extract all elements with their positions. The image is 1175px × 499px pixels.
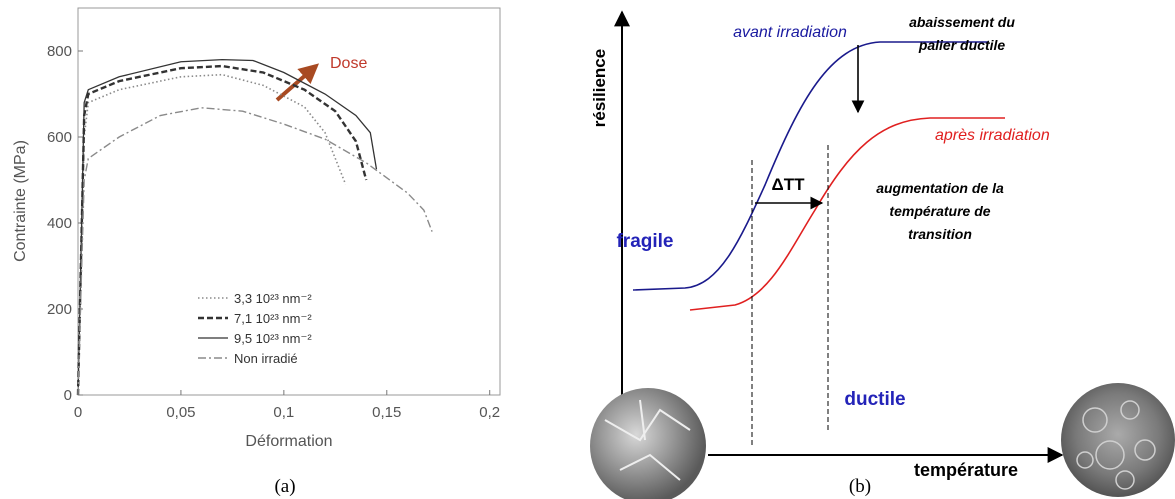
note: température de <box>889 203 990 219</box>
chart-a: Contrainte (MPa) Déformation Dose 0 200 40… <box>12 7 501 450</box>
y-tick-label: 800 <box>47 43 72 60</box>
region-label: ductile <box>844 389 905 410</box>
y-axis-label: Contrainte (MPa) <box>12 140 29 262</box>
fracture-photo <box>590 388 706 499</box>
curve-label: après irradiation <box>935 127 1050 144</box>
legend-label: 7,1 10²³ nm⁻² <box>234 311 312 326</box>
line-series <box>76 64 368 396</box>
dose-arrow <box>275 63 320 102</box>
x-tick-label: 0,2 <box>479 404 500 421</box>
shift-label: ΔTT <box>772 175 806 194</box>
note: palier ductile <box>918 37 1006 53</box>
y-axis-label: résilience <box>590 49 609 127</box>
curve-label: avant irradiation <box>733 24 847 41</box>
y-tick-label: 200 <box>47 301 72 318</box>
fracture-photo <box>1061 383 1175 497</box>
note: transition <box>908 226 972 242</box>
curve-before <box>632 41 988 291</box>
y-tick-label: 600 <box>47 129 72 146</box>
legend-label: 9,5 10²³ nm⁻² <box>234 331 312 346</box>
photo-texture <box>604 399 691 481</box>
photo-texture <box>1076 400 1156 490</box>
line-series <box>77 58 378 396</box>
x-tick-label: 0,1 <box>273 404 294 421</box>
legend-label: Non irradié <box>234 351 298 366</box>
x-tick-label: 0,15 <box>372 404 401 421</box>
y-tick-label: 400 <box>47 215 72 232</box>
x-tick-label: 0 <box>74 404 82 421</box>
x-axis-label: température <box>914 460 1018 480</box>
note: augmentation de la <box>876 180 1004 196</box>
line-series <box>77 73 347 396</box>
note: abaissement du <box>909 14 1015 30</box>
caption: (a) <box>274 476 295 497</box>
line-series <box>77 107 433 396</box>
curve-after <box>689 117 1005 311</box>
annotation: Dose <box>330 55 367 72</box>
caption: (b) <box>849 476 871 497</box>
x-axis-label: Déformation <box>245 433 332 450</box>
legend-label: 3,3 10²³ nm⁻² <box>234 291 312 306</box>
x-tick-label: 0,05 <box>166 404 195 421</box>
y-tick-label: 0 <box>64 387 72 404</box>
diagram-b: résilience température avant irradiation… <box>590 10 1175 499</box>
plot-frame <box>77 7 501 396</box>
region-label: fragile <box>616 231 673 252</box>
